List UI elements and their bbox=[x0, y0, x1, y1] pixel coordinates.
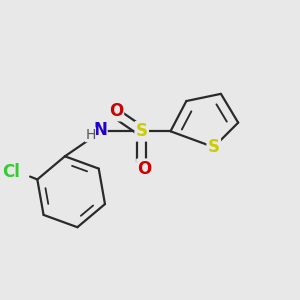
Text: H: H bbox=[85, 128, 96, 142]
Text: S: S bbox=[208, 138, 220, 156]
Text: Cl: Cl bbox=[2, 163, 20, 181]
Text: S: S bbox=[136, 122, 148, 140]
Text: O: O bbox=[137, 160, 152, 178]
Text: O: O bbox=[109, 102, 123, 120]
Text: N: N bbox=[93, 121, 107, 139]
